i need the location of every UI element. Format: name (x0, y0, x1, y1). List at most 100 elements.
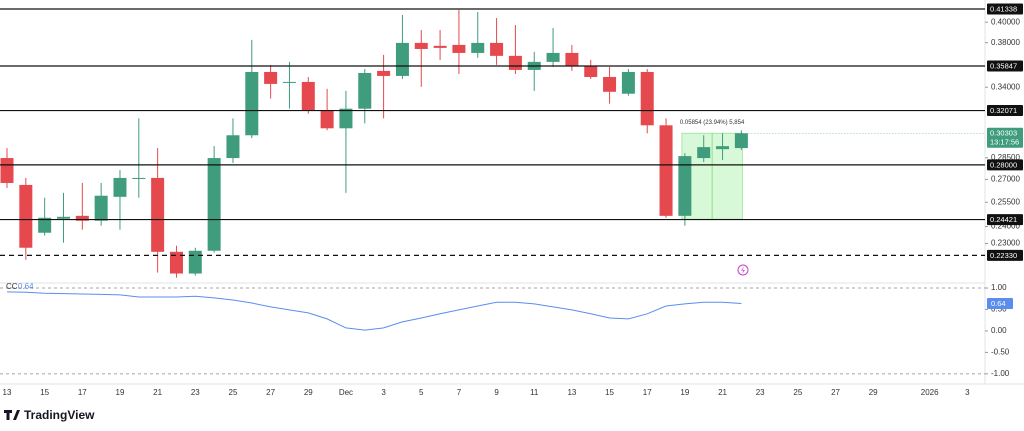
x-tick-label: 9 (494, 388, 499, 397)
indicator-title: CC (6, 282, 18, 291)
candle-body (734, 133, 748, 149)
x-tick-label: 17 (78, 388, 87, 397)
candle-body (113, 177, 127, 197)
price-badge-label: 0.24421 (990, 215, 1017, 224)
candle-body (659, 125, 673, 216)
x-tick-label: 11 (530, 388, 539, 397)
candle-body (264, 71, 278, 84)
price-badge-label: 0.22330 (990, 251, 1017, 260)
candle-body (339, 108, 353, 129)
candle-body (207, 158, 221, 251)
y-tick-label: -0.50 (991, 347, 1010, 356)
price-badge (987, 60, 1023, 72)
icon-circle (737, 264, 749, 276)
x-tick-label: 19 (116, 388, 125, 397)
x-tick-label: 5 (419, 388, 424, 397)
x-tick-label: 27 (831, 388, 840, 397)
candle-body (19, 184, 33, 248)
x-tick-label: 27 (266, 388, 275, 397)
candle-body (0, 158, 14, 183)
price-badge (987, 105, 1023, 117)
candle-body (433, 45, 447, 48)
price-badge (987, 249, 1023, 261)
x-tick-label: 13 (567, 388, 576, 397)
x-tick-label: 15 (605, 388, 614, 397)
candle-body (621, 71, 635, 94)
candle-body (697, 147, 711, 159)
x-tick-label: 17 (643, 388, 652, 397)
lightning-icon[interactable] (737, 264, 749, 276)
x-tick-label: 25 (229, 388, 238, 397)
x-tick-label: 15 (40, 388, 49, 397)
candle-body (716, 146, 730, 150)
candle-body (320, 110, 334, 129)
candle-body (565, 52, 579, 66)
x-tick-label: 29 (869, 388, 878, 397)
x-tick-label: 3 (965, 388, 970, 397)
x-tick-label: 21 (153, 388, 162, 397)
candle-body (452, 44, 466, 53)
price-badge-label: 0.35847 (990, 62, 1017, 71)
candle-body (603, 76, 617, 92)
candle-body (377, 70, 391, 76)
price-badge (987, 3, 1023, 15)
indicator-badge-label: 0.64 (991, 299, 1006, 308)
candle-body (490, 42, 504, 56)
y-tick-label: 0.00 (991, 326, 1007, 335)
last-price-label: 0.30303 (990, 129, 1017, 138)
y-tick-label: 0.34000 (991, 82, 1020, 91)
y-tick-label: 0.24000 (991, 222, 1020, 231)
candle-body (358, 72, 372, 109)
price-badge (987, 214, 1023, 226)
x-tick-label: 7 (457, 388, 462, 397)
candle-body (301, 81, 315, 111)
candle-body (75, 215, 89, 221)
y-tick-label: -1.00 (991, 369, 1010, 378)
last-price-badge (987, 127, 1023, 148)
y-tick-label: 0.50 (991, 305, 1007, 314)
candle-body (640, 71, 654, 126)
x-tick-label: 23 (191, 388, 200, 397)
candle-body (678, 156, 692, 216)
indicator-line (6, 291, 742, 331)
logo[interactable]: TradingView (4, 408, 95, 422)
indicator-badge (987, 297, 1013, 309)
y-tick-label: 0.27000 (991, 175, 1020, 184)
x-tick-label: Dec (339, 388, 353, 397)
x-tick-label: 23 (756, 388, 765, 397)
price-badge-label: 0.28000 (990, 160, 1017, 169)
x-tick-label: 3 (381, 388, 386, 397)
x-tick-label: 19 (680, 388, 689, 397)
countdown-label: 13:17:56 (990, 138, 1019, 147)
icon-bolt (741, 266, 745, 274)
price-badge (987, 159, 1023, 171)
candle-body (151, 177, 165, 252)
candle-body (395, 42, 409, 76)
candle-body (282, 81, 296, 83)
y-tick-label: 0.28500 (991, 153, 1020, 162)
logo-text: TradingView (24, 408, 95, 422)
candle-body (471, 42, 485, 53)
x-tick-label: 21 (718, 388, 727, 397)
candle-body (508, 55, 522, 70)
x-tick-label: 13 (3, 388, 12, 397)
y-tick-label: 0.38000 (991, 38, 1020, 47)
logo-icon (4, 410, 20, 420)
price-badge-label: 0.41338 (990, 4, 1017, 13)
indicator-value: 0.64 (18, 282, 34, 291)
x-tick-label: 2026 (921, 388, 939, 397)
x-tick-label: 25 (793, 388, 802, 397)
y-tick-label: 0.40000 (991, 17, 1020, 26)
candle-body (414, 42, 428, 49)
y-tick-label: 1.00 (991, 283, 1007, 292)
y-tick-label: 0.25500 (991, 197, 1020, 206)
y-tick-label: 0.23000 (991, 239, 1020, 248)
candle-body (584, 65, 598, 77)
candle-body (245, 71, 259, 136)
candle-body (94, 195, 108, 221)
candle-body (132, 177, 146, 179)
candle-body (38, 217, 52, 233)
x-tick-label: 29 (304, 388, 313, 397)
candle-body (169, 251, 183, 274)
